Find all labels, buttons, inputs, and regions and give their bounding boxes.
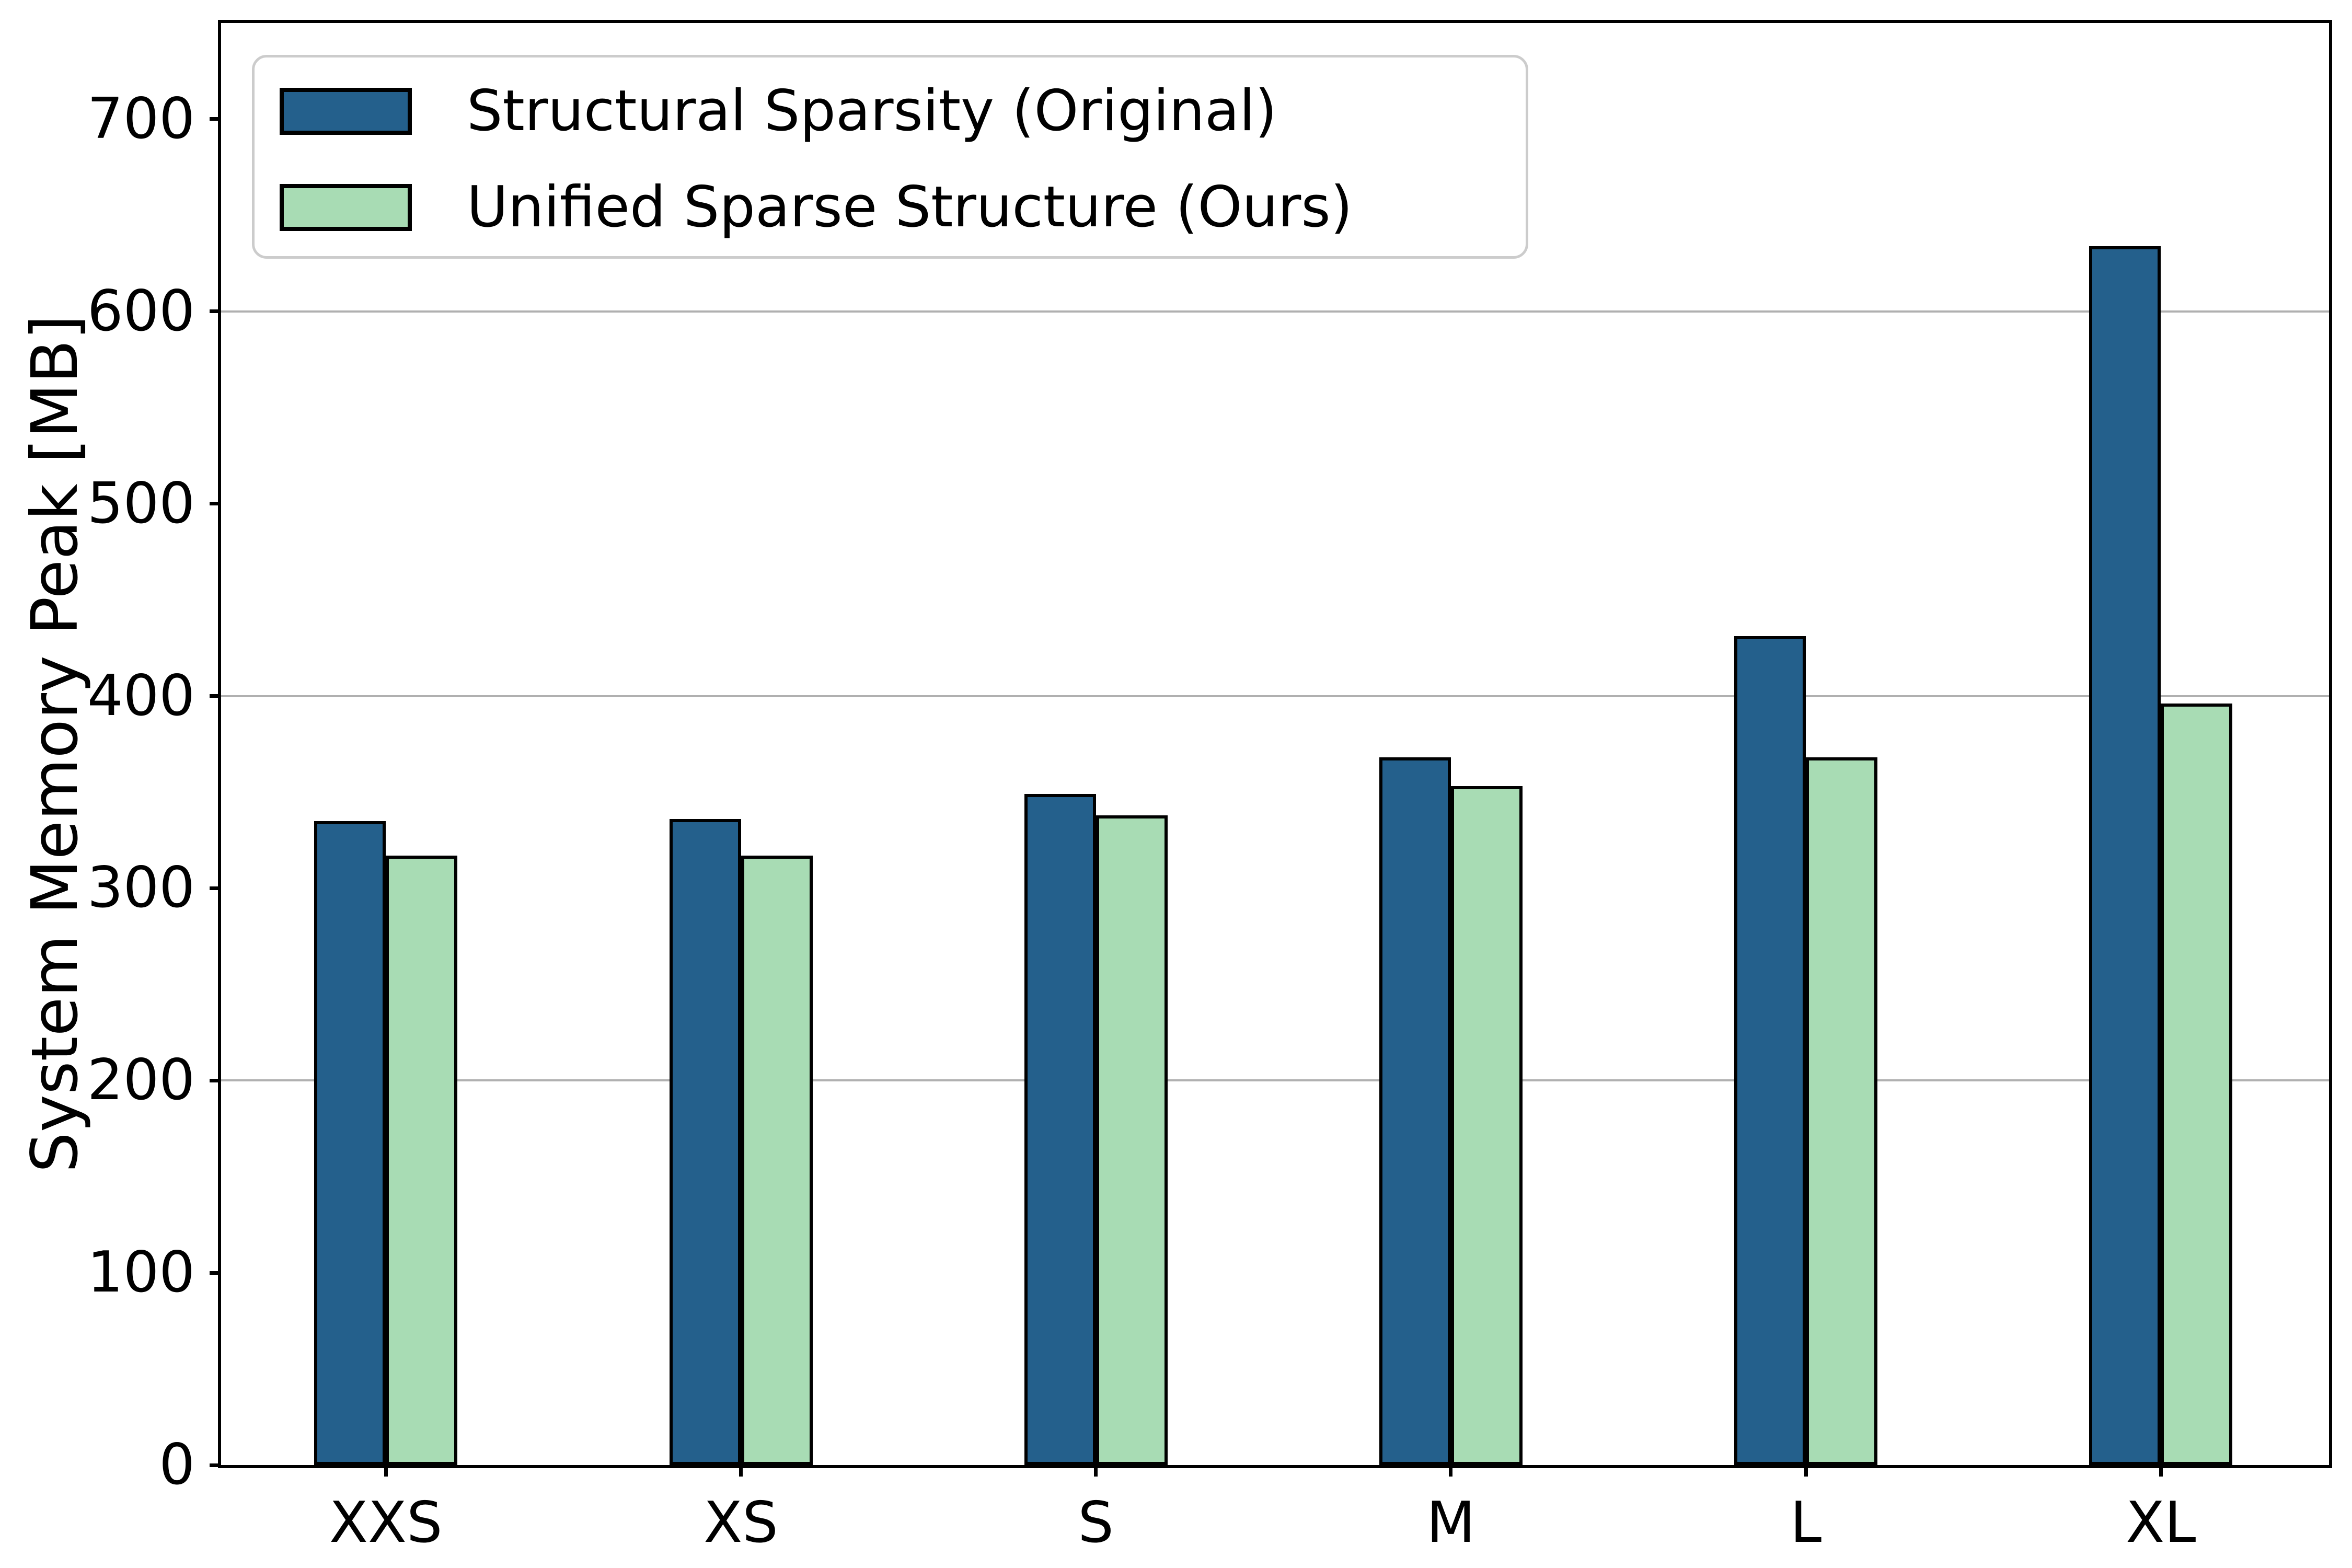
x-tick-mark-xxs [384,1468,388,1477]
y-tick-label-200: 200 [87,1047,195,1113]
x-tick-label-xl: XL [2126,1490,2196,1555]
x-tick-mark-xl [2159,1468,2163,1477]
y-tick-label-700: 700 [87,86,195,152]
bar-ours-l [1806,757,1878,1465]
legend-label-ours: Unified Sparse Structure (Ours) [467,175,1353,240]
bar-original-xs [669,818,741,1465]
legend-swatch-ours [280,184,412,231]
y-axis-label: System Memory Peak [MB] [18,315,92,1173]
y-tick-label-400: 400 [87,663,195,729]
bar-ours-xl [2161,704,2233,1465]
y-tick-mark-500 [210,502,218,506]
y-tick-mark-200 [210,1078,218,1082]
legend-entry-ours: Unified Sparse Structure (Ours) [280,179,1353,236]
x-tick-label-m: M [1426,1490,1475,1555]
x-tick-mark-m [1449,1468,1453,1477]
y-tick-mark-100 [210,1271,218,1275]
bar-ours-xs [741,855,813,1465]
gridline-200 [221,1079,2329,1082]
plot-border [218,20,2332,1468]
plot-chart-region: 0 100 200 300 400 500 600 700 XXS XS S M L XL Struct… [87,23,2329,1555]
y-tick-label-300: 300 [87,855,195,921]
legend-swatch-original [280,88,412,135]
y-tick-label-0: 0 [159,1432,195,1497]
x-tick-mark-l [1804,1468,1808,1477]
bar-original-l [1734,636,1806,1465]
bar-ours-xxs [386,855,458,1465]
legend: Structural Sparsity (Original) Unified S… [252,55,1528,259]
gridline-400 [221,695,2329,697]
bar-ours-m [1450,786,1523,1465]
x-tick-label-xxs: XXS [329,1490,443,1555]
bar-original-xxs [314,821,386,1465]
bar-ours-s [1096,815,1168,1465]
gridline-600 [221,310,2329,313]
bar-original-s [1024,794,1096,1465]
y-tick-mark-300 [210,886,218,890]
x-tick-label-xs: XS [704,1490,778,1555]
y-tick-label-500: 500 [87,470,195,536]
x-tick-label-l: L [1790,1490,1822,1555]
legend-entry-original: Structural Sparsity (Original) [280,83,1277,140]
x-tick-mark-s [1094,1468,1098,1477]
y-tick-label-100: 100 [87,1240,195,1306]
x-tick-label-s: S [1078,1490,1114,1555]
x-tick-mark-xs [739,1468,743,1477]
y-tick-mark-600 [210,309,218,314]
y-tick-label-600: 600 [87,278,195,344]
y-tick-mark-0 [210,1463,218,1467]
legend-label-original: Structural Sparsity (Original) [467,78,1277,144]
bar-original-xl [2089,246,2161,1465]
y-tick-mark-400 [210,694,218,698]
y-tick-mark-700 [210,117,218,121]
bar-original-m [1379,757,1451,1465]
